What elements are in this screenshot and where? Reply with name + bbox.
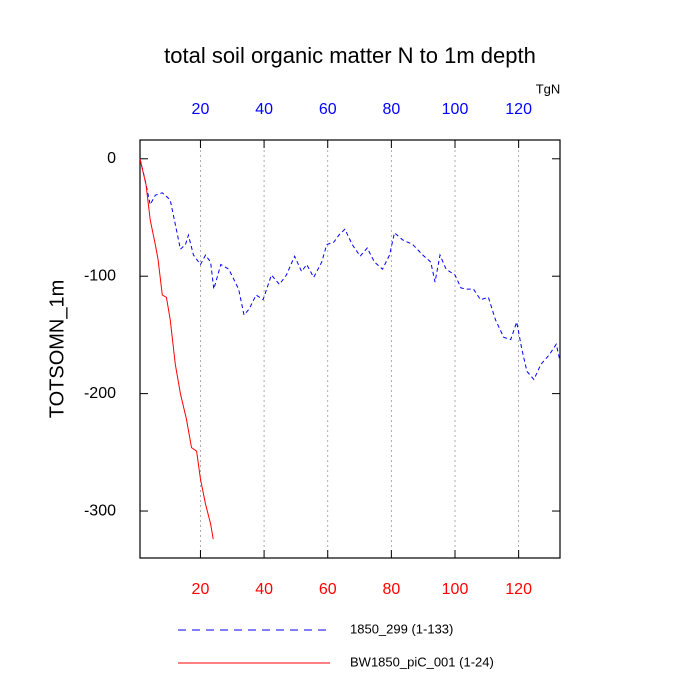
x-tick-label-bottom: 60	[319, 581, 337, 598]
x-tick-label-bottom: 20	[192, 581, 210, 598]
x-tick-label-bottom: 80	[382, 581, 400, 598]
plot-frame	[139, 139, 561, 559]
x-tick-label-top: 60	[319, 101, 337, 118]
legend-label: BW1850_piC_001 (1-24)	[350, 654, 494, 669]
y-tick-label: -100	[84, 267, 116, 284]
x-tick-label-bottom: 120	[505, 581, 532, 598]
y-tick-label: -200	[84, 385, 116, 402]
y-tick-label: 0	[107, 150, 116, 167]
x-tick-label-top: 120	[505, 101, 532, 118]
y-axis-label: TOTSOMN_1m	[46, 280, 68, 419]
y-tick-label: -300	[84, 502, 116, 519]
series-line	[139, 158, 214, 540]
units-label: TgN	[536, 81, 561, 96]
x-tick-label-bottom: 100	[442, 581, 469, 598]
x-tick-label-top: 100	[442, 101, 469, 118]
chart-title: total soil organic matter N to 1m depth	[164, 43, 536, 68]
x-tick-label-bottom: 40	[255, 581, 273, 598]
series-line	[139, 158, 561, 381]
x-tick-label-top: 40	[255, 101, 273, 118]
x-tick-label-top: 20	[192, 101, 210, 118]
x-tick-label-top: 80	[382, 101, 400, 118]
legend-label: 1850_299 (1-133)	[350, 621, 453, 636]
